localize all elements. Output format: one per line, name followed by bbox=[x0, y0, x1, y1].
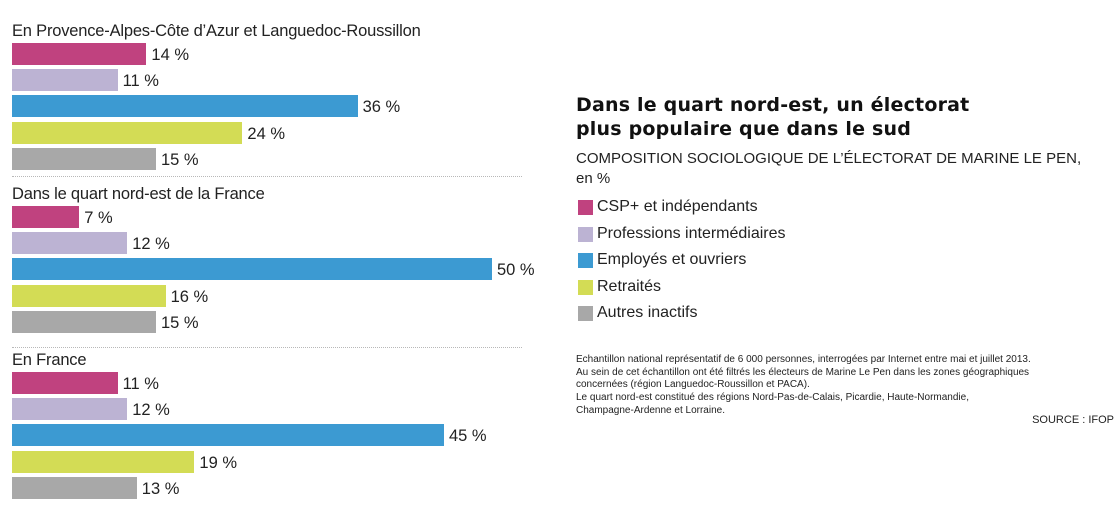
title-line: Dans le quart nord-est, un électorat bbox=[576, 94, 970, 116]
bar-2-retraites bbox=[12, 284, 166, 307]
bar-1-professions-intermediaires bbox=[12, 69, 118, 92]
source-credit: SOURCE : IFOP bbox=[1032, 414, 1114, 426]
legend-swatch bbox=[578, 226, 593, 242]
bar-3-employes-et-ouvriers bbox=[12, 424, 444, 447]
bar-chart: En Provence-Alpes-Côte d’Azur et Langued… bbox=[12, 22, 535, 499]
bar-3-autres-inactifs bbox=[12, 476, 137, 499]
bar-value-label: 13 % bbox=[141, 479, 180, 498]
bar-1-autres-inactifs bbox=[12, 147, 156, 170]
note-line: Le quart nord-est constitué des régions … bbox=[576, 392, 969, 404]
bar-value-label: 11 % bbox=[122, 72, 159, 91]
subtitle-line: COMPOSITION SOCIOLOGIQUE DE L’ÉLECTORAT … bbox=[576, 150, 1082, 167]
bar-3-professions-intermediaires bbox=[12, 398, 128, 421]
info-panel: Dans le quart nord-est, un électorat plus… bbox=[576, 0, 1116, 517]
bar-value-label: 14 % bbox=[151, 46, 189, 64]
legend-swatch bbox=[578, 200, 593, 215]
legend-swatch bbox=[578, 253, 593, 268]
group-title-1: En Provence-Alpes-Côte d’Azur et Langued… bbox=[12, 22, 421, 40]
subtitle-line: en % bbox=[576, 170, 611, 187]
legend-label: CSP+ et indépendants bbox=[597, 198, 758, 215]
legend-label: Employés et ouvriers bbox=[597, 251, 747, 268]
bar-value-label: 12 % bbox=[132, 235, 170, 254]
bar-value-label: 36 % bbox=[362, 98, 401, 117]
note-line: Echantillon national représentatif de 6 … bbox=[576, 354, 1031, 365]
note-line: concernées (région Languedoc-Roussillon … bbox=[576, 379, 810, 391]
group-divider bbox=[12, 176, 522, 177]
legend-label: Professions intermédiaires bbox=[597, 224, 786, 242]
bar-value-label: 15 % bbox=[161, 150, 199, 169]
bar-value-label: 50 % bbox=[497, 261, 535, 280]
bar-value-label: 11 % bbox=[122, 375, 159, 393]
legend-swatch bbox=[578, 279, 593, 295]
bar-3-csp-et-independants bbox=[12, 372, 118, 394]
bar-2-professions-intermediaires bbox=[12, 232, 128, 255]
bar-1-retraites bbox=[12, 121, 243, 144]
note-line: Champagne-Ardenne et Lorraine. bbox=[576, 404, 725, 416]
bar-value-label: 45 % bbox=[449, 427, 487, 446]
bar-value-label: 24 % bbox=[247, 124, 285, 143]
bar-value-label: 16 % bbox=[170, 287, 209, 306]
bar-value-label: 15 % bbox=[161, 313, 199, 332]
bar-2-autres-inactifs bbox=[12, 310, 156, 333]
group-title-3: En France bbox=[12, 351, 87, 369]
bar-2-csp-et-independants bbox=[12, 206, 80, 228]
note-line: Au sein de cet échantillon ont été filtr… bbox=[576, 366, 1030, 378]
bar-2-employes-et-ouvriers bbox=[12, 258, 492, 281]
legend-label: Autres inactifs bbox=[597, 304, 698, 321]
bar-1-csp-et-independants bbox=[12, 43, 147, 65]
bar-value-label: 12 % bbox=[132, 401, 170, 420]
bar-value-label: 19 % bbox=[199, 453, 237, 472]
bar-1-employes-et-ouvriers bbox=[12, 95, 358, 118]
bar-value-label: 7 % bbox=[84, 209, 113, 227]
legend-label: Retraités bbox=[597, 277, 662, 295]
legend-swatch bbox=[578, 306, 593, 321]
group-divider bbox=[12, 347, 522, 348]
title-line: plus populaire que dans le sud bbox=[576, 118, 912, 140]
bar-3-retraites bbox=[12, 450, 195, 473]
group-title-2: Dans le quart nord-est de la France bbox=[12, 185, 265, 203]
